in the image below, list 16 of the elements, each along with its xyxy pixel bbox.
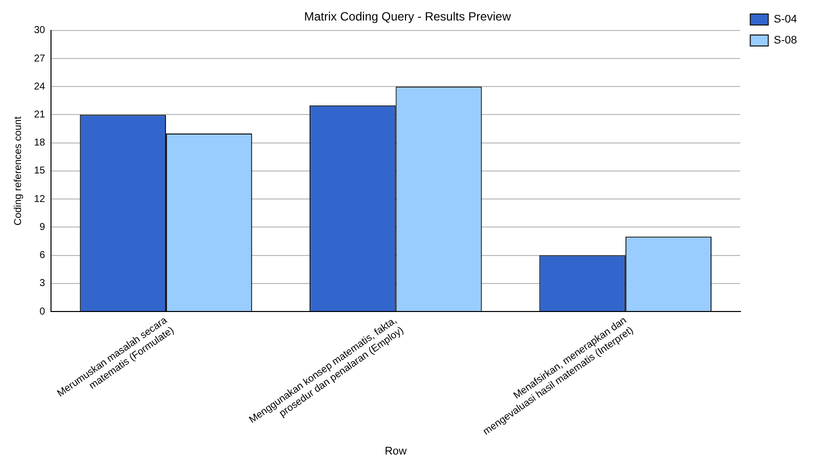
y-tick-label: 30 [34, 25, 46, 36]
legend-label: S-08 [774, 34, 798, 47]
x-axis-title: Row [384, 445, 407, 458]
y-tick-label: 9 [40, 222, 46, 233]
y-axis-title: Coding references count [12, 116, 24, 226]
y-tick-label: 6 [40, 250, 46, 262]
y-tick-label: 24 [34, 81, 46, 92]
y-tick-label: 3 [40, 278, 46, 290]
y-tick-label: 0 [40, 306, 46, 318]
chart-title: Matrix Coding Query - Results Preview [304, 10, 512, 24]
y-tick-label: 27 [34, 53, 46, 64]
y-tick-label: 12 [34, 194, 46, 205]
legend-label: S-04 [774, 14, 798, 26]
y-tick-label: 18 [34, 138, 46, 149]
y-tick-label: 21 [34, 109, 46, 120]
y-tick-label: 15 [34, 166, 46, 177]
